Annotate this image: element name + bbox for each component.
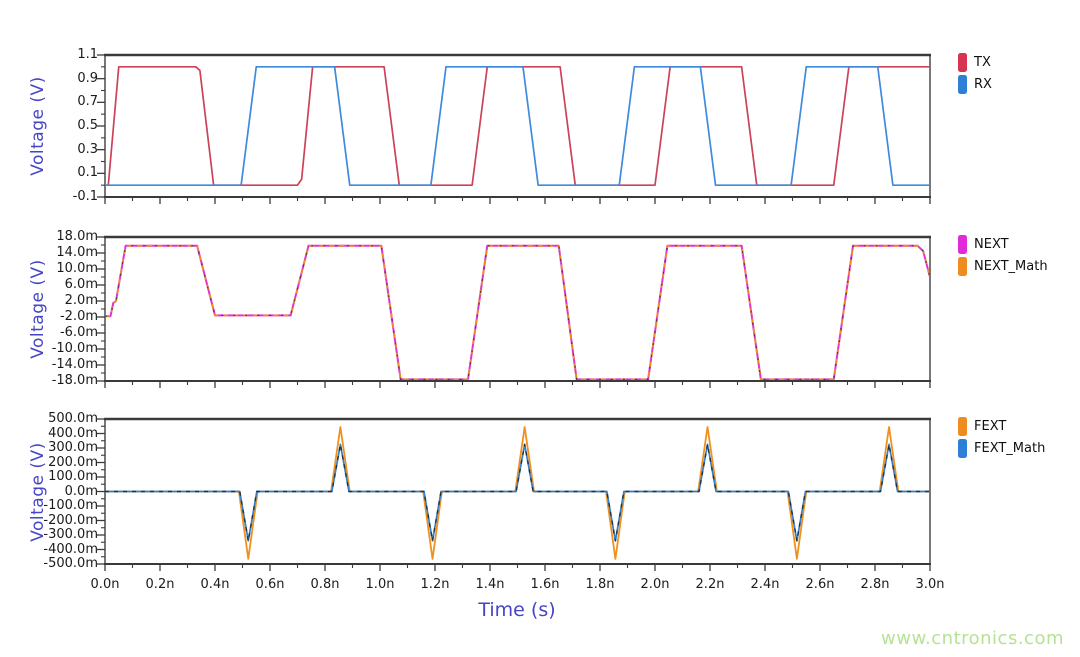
- y-tick-label: 2.0m: [64, 293, 98, 308]
- y-tick-label: -200.0m: [43, 512, 98, 528]
- legend-row-NEXT: NEXT: [958, 234, 1009, 254]
- legend-swatch-FEXT: [958, 416, 967, 436]
- x-tick-label: 1.8n: [585, 577, 615, 592]
- series-NEXT_Math: [105, 244, 930, 381]
- y-tick-label: 0.0m: [64, 483, 98, 499]
- y-tick-label: -2.0m: [59, 309, 98, 324]
- y-tick-label: -18.0m: [51, 373, 98, 388]
- legend-swatch-RX: [958, 74, 967, 94]
- y-tick-label: 18.0m: [56, 229, 98, 244]
- x-tick-label: 0.6n: [255, 577, 285, 592]
- y-tick-label: 0.3: [77, 141, 98, 157]
- x-tick-label: 0.4n: [200, 577, 230, 592]
- y-tick-label: 0.9: [77, 70, 98, 86]
- y-tick-label: -6.0m: [59, 325, 98, 340]
- x-tick-label: 3.0n: [915, 577, 945, 592]
- plot-0: [97, 53, 931, 204]
- y-tick-label: 1.1: [77, 47, 98, 62]
- x-tick-label: 2.8n: [860, 577, 890, 592]
- legend-row-FEXT: FEXT: [958, 416, 1006, 436]
- legend-row-NEXT_Math: NEXT_Math: [958, 256, 1048, 276]
- x-tick-label: 2.2n: [695, 577, 725, 592]
- y-tick-label: 14.0m: [56, 245, 98, 260]
- x-tick-label: 0.2n: [145, 577, 175, 592]
- plot-frame: [104, 418, 931, 565]
- y-tick-label: -500.0m: [43, 556, 98, 571]
- y-tick-label: 400.0m: [48, 425, 98, 441]
- y-tick-label: 10.0m: [56, 261, 98, 276]
- legend-row-TX: TX: [958, 52, 991, 72]
- y-tick-label: 6.0m: [64, 277, 98, 292]
- legend-label: NEXT_Math: [974, 258, 1048, 274]
- x-tick-label: 1.4n: [475, 577, 505, 592]
- legend-label: NEXT: [974, 236, 1009, 252]
- plot-2: [97, 417, 931, 571]
- y-tick-label: 200.0m: [48, 454, 98, 470]
- x-axis-title: Time (s): [478, 599, 556, 621]
- y-tick-label: 0.7: [77, 94, 98, 110]
- series-FEXT_Math: [105, 443, 930, 542]
- series-TX: [105, 65, 930, 187]
- legend-row-RX: RX: [958, 74, 992, 94]
- y-tick-label: -300.0m: [43, 527, 98, 542]
- x-tick-label: 1.0n: [365, 577, 395, 592]
- x-tick-label: 2.6n: [805, 577, 835, 592]
- y-tick-label: -100.0m: [43, 498, 98, 513]
- legend-swatch-NEXT: [958, 234, 967, 254]
- legend-label: FEXT_Math: [974, 440, 1046, 456]
- y-tick-label: -14.0m: [51, 357, 98, 372]
- plot-frame: [104, 236, 931, 382]
- legend-swatch-FEXT_Math: [958, 438, 967, 458]
- y-tick-label: 300.0m: [48, 440, 98, 455]
- y-tick-label: 500.0m: [48, 411, 98, 426]
- y-tick-label: -0.1: [72, 189, 98, 204]
- y-tick-label: 0.5: [77, 118, 98, 133]
- legend-swatch-TX: [958, 52, 967, 72]
- watermark: www.cntronics.com: [881, 628, 1064, 649]
- legend-row-FEXT_Math: FEXT_Math: [958, 438, 1045, 458]
- y-tick-label: -10.0m: [51, 341, 98, 356]
- y-tick-label: -400.0m: [43, 541, 98, 557]
- series-RX: [105, 65, 930, 187]
- legend-swatch-NEXT_Math: [958, 256, 967, 276]
- x-tick-label: 2.0n: [640, 577, 670, 592]
- plot-frame: [104, 54, 931, 198]
- x-tick-label: 1.2n: [420, 577, 450, 592]
- x-tick-label: 0.0n: [90, 577, 120, 592]
- x-tick-label: 2.4n: [750, 577, 780, 592]
- x-tick-label: 1.6n: [530, 577, 560, 592]
- plot-1: [97, 235, 931, 388]
- x-tick-label: 0.8n: [310, 577, 340, 592]
- legend-label: FEXT: [974, 418, 1007, 434]
- legend-label: RX: [974, 76, 992, 92]
- y-tick-label: 0.1: [77, 165, 98, 181]
- legend-label: TX: [974, 54, 991, 70]
- y-tick-label: 100.0m: [48, 469, 98, 484]
